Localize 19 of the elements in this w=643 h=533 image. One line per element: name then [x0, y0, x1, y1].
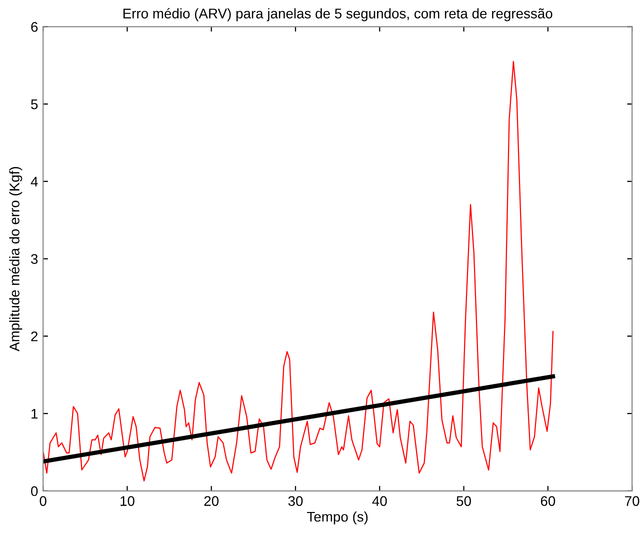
y-axis-title: Amplitude média do erro (Kgf) — [9, 166, 22, 352]
y-tick-label: 1 — [32, 408, 38, 419]
chart-title: Erro médio (ARV) para janelas de 5 segundos, com reta de regressão — [123, 8, 552, 22]
y-tick-label: 4 — [30, 176, 38, 186]
y-tick-label: 6 — [31, 22, 38, 32]
x-tick-label: 70 — [625, 496, 640, 506]
x-tick-label: 60 — [540, 496, 556, 506]
x-tick-label: 10 — [120, 496, 134, 506]
x-tick-label: 30 — [288, 496, 303, 506]
x-tick-label: 0 — [40, 496, 46, 506]
x-tick-label: 50 — [456, 496, 471, 506]
x-axis-title: Tempo (s) — [307, 511, 368, 524]
y-tick-label: 5 — [31, 100, 38, 110]
line-series — [43, 60, 554, 482]
x-tick-label: 20 — [204, 496, 219, 506]
y-tick-label: 3 — [31, 254, 38, 264]
y-tick-label: 0 — [31, 486, 38, 496]
x-tick-label: 40 — [372, 496, 387, 506]
y-tick-label: 2 — [31, 331, 38, 342]
